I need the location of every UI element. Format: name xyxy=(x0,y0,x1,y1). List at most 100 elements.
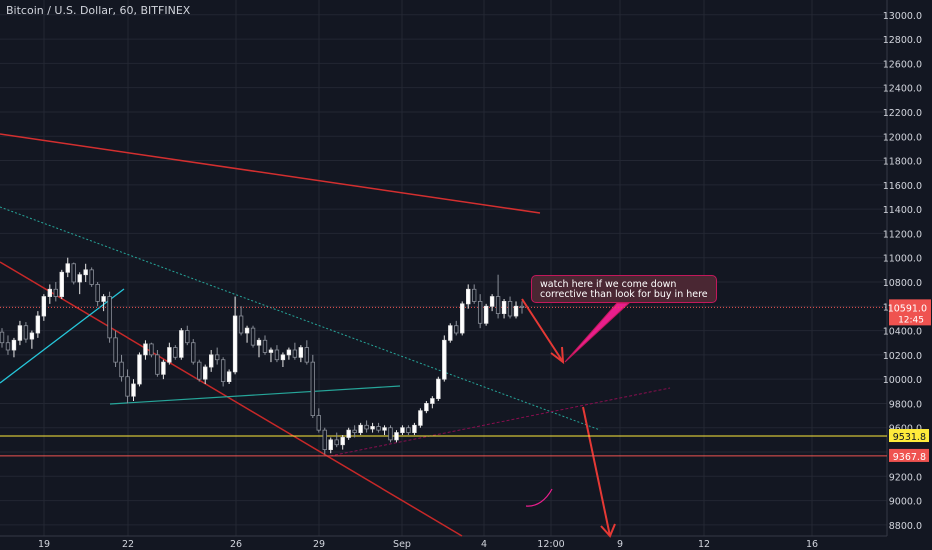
candle[interactable] xyxy=(197,361,202,380)
candle[interactable] xyxy=(191,342,196,363)
candle[interactable] xyxy=(274,349,280,361)
candle[interactable] xyxy=(155,354,160,375)
candle[interactable] xyxy=(471,288,477,302)
candle[interactable] xyxy=(113,337,118,363)
candle[interactable] xyxy=(83,269,88,276)
candle[interactable] xyxy=(143,343,148,356)
candle[interactable] xyxy=(376,426,381,431)
annotation-callout[interactable]: watch here if we come down corrective th… xyxy=(531,275,717,303)
candle[interactable] xyxy=(35,315,41,334)
candle[interactable] xyxy=(95,284,100,302)
magenta-curve[interactable] xyxy=(525,488,553,507)
candle[interactable] xyxy=(334,439,339,446)
candle[interactable] xyxy=(489,296,495,307)
candle[interactable] xyxy=(388,427,393,441)
price-axis[interactable]: 8800.09000.09200.09400.09600.09800.01000… xyxy=(883,11,931,532)
candle[interactable] xyxy=(131,383,136,397)
candle[interactable] xyxy=(322,429,327,450)
candle[interactable] xyxy=(244,327,250,334)
candle[interactable] xyxy=(17,325,23,341)
candle[interactable] xyxy=(418,410,423,426)
candle[interactable] xyxy=(424,403,429,412)
candle[interactable] xyxy=(220,359,226,382)
candle[interactable] xyxy=(304,347,310,363)
candle[interactable] xyxy=(209,354,214,368)
candle[interactable] xyxy=(394,432,399,441)
candle[interactable] xyxy=(226,371,232,382)
red-arrow-short-shaft[interactable] xyxy=(521,298,564,363)
candle[interactable] xyxy=(495,296,501,314)
candle[interactable] xyxy=(119,361,124,378)
time-axis[interactable]: 19 22 26 29 Sep 4 12:00 9 12 16 xyxy=(38,539,818,550)
candle[interactable] xyxy=(352,429,357,433)
candle[interactable] xyxy=(430,398,435,404)
candle[interactable] xyxy=(340,437,345,446)
candle[interactable] xyxy=(436,378,441,399)
candle[interactable] xyxy=(364,424,369,430)
candle[interactable] xyxy=(167,347,172,363)
teal-dotted-trendline[interactable] xyxy=(0,206,601,431)
candle[interactable] xyxy=(466,288,471,305)
drawing-layer[interactable] xyxy=(0,133,671,538)
candle[interactable] xyxy=(250,327,256,346)
candle[interactable] xyxy=(507,301,513,317)
candle[interactable] xyxy=(23,325,29,340)
candle[interactable] xyxy=(0,331,5,344)
candle[interactable] xyxy=(173,347,178,358)
candle[interactable] xyxy=(280,354,286,361)
candle[interactable] xyxy=(382,427,387,431)
candle[interactable] xyxy=(232,315,238,373)
candle[interactable] xyxy=(107,296,112,339)
candle[interactable] xyxy=(125,376,130,397)
candle[interactable] xyxy=(286,349,292,356)
candle[interactable] xyxy=(400,427,405,433)
candle[interactable] xyxy=(460,303,465,334)
candle[interactable] xyxy=(448,325,453,341)
candle[interactable] xyxy=(161,361,166,375)
candle[interactable] xyxy=(203,366,208,380)
candle[interactable] xyxy=(328,439,333,450)
candle[interactable] xyxy=(41,296,47,317)
candle[interactable] xyxy=(11,339,17,351)
candle[interactable] xyxy=(412,424,417,433)
candle[interactable] xyxy=(316,415,321,431)
candle[interactable] xyxy=(89,269,94,285)
candle[interactable] xyxy=(298,347,304,358)
candle[interactable] xyxy=(442,339,447,380)
red-trendline-upper[interactable] xyxy=(0,133,541,214)
candle[interactable] xyxy=(501,301,507,314)
candles[interactable] xyxy=(0,257,525,455)
candle[interactable] xyxy=(71,263,76,283)
candle[interactable] xyxy=(238,315,244,334)
candle[interactable] xyxy=(185,330,190,344)
candle[interactable] xyxy=(137,354,142,385)
candle[interactable] xyxy=(519,305,525,308)
teal-base-line[interactable] xyxy=(109,385,401,405)
maroon-dotted-line[interactable] xyxy=(329,387,671,457)
candle[interactable] xyxy=(483,305,489,324)
candle[interactable] xyxy=(29,332,35,340)
candle[interactable] xyxy=(346,429,351,438)
candle[interactable] xyxy=(256,339,262,346)
candle[interactable] xyxy=(53,288,58,297)
candle[interactable] xyxy=(214,354,220,361)
candle[interactable] xyxy=(358,424,363,433)
red-trendline-lower[interactable] xyxy=(0,261,463,537)
candle[interactable] xyxy=(47,288,53,297)
candle[interactable] xyxy=(454,325,459,334)
candle[interactable] xyxy=(513,305,519,317)
candle[interactable] xyxy=(65,263,70,273)
candle[interactable] xyxy=(310,361,315,416)
candle[interactable] xyxy=(292,349,298,358)
candle[interactable] xyxy=(77,274,82,283)
red-arrow-long-shaft[interactable] xyxy=(582,406,611,537)
candle[interactable] xyxy=(370,426,375,430)
candle[interactable] xyxy=(268,349,274,353)
candle[interactable] xyxy=(149,343,154,356)
candle[interactable] xyxy=(59,271,64,297)
candle[interactable] xyxy=(5,342,11,351)
candle[interactable] xyxy=(477,301,483,324)
candle[interactable] xyxy=(406,427,411,433)
candle[interactable] xyxy=(179,330,184,358)
